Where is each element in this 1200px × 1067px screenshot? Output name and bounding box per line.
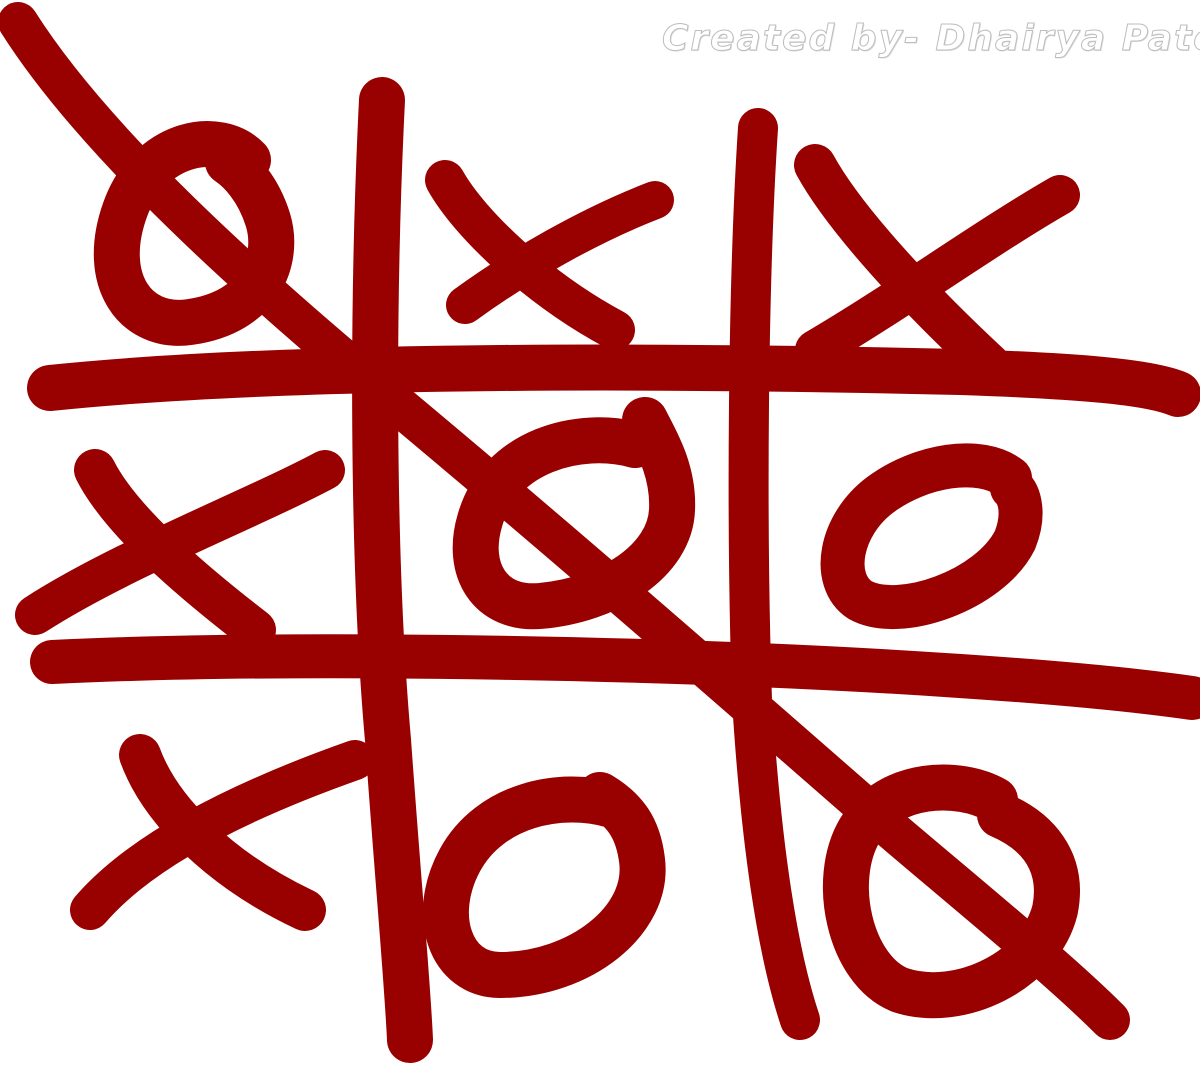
o-mark: [93, 121, 295, 346]
grid-line-horizontal-bottom: [30, 634, 1200, 720]
winning-line-diagonal: [0, 2, 1130, 1040]
o-mark: [820, 443, 1043, 630]
grid-line-vertical-left: [352, 77, 433, 1063]
o-mark: [822, 764, 1080, 1019]
x-mark-stroke-1: [794, 144, 1011, 386]
x-mark-stroke-2: [795, 175, 1080, 370]
cell-2-3-mark-o[interactable]: [820, 443, 1043, 630]
cell-3-3-mark-o[interactable]: [822, 764, 1080, 1019]
o-mark: [452, 397, 696, 630]
cell-1-2-mark-x[interactable]: [425, 160, 674, 350]
cell-3-2-mark-o[interactable]: [423, 772, 666, 998]
o-mark: [423, 772, 666, 998]
x-mark-stroke-2: [15, 450, 345, 635]
cell-2-1-mark-x[interactable]: [15, 449, 345, 651]
credit-watermark: Created by- Dhairya Patel: [661, 18, 1200, 60]
board-marks: [15, 121, 1080, 1019]
x-mark-stroke-2: [70, 740, 375, 930]
grid-line-horizontal-top: [27, 344, 1200, 417]
cell-3-1-mark-x[interactable]: [70, 734, 375, 931]
grid-line-vertical-right: [728, 108, 820, 1040]
cell-1-3-mark-x[interactable]: [794, 144, 1080, 386]
cell-2-2-mark-o[interactable]: [452, 397, 696, 630]
x-mark-stroke-2: [446, 181, 674, 324]
cell-1-1-mark-o[interactable]: [93, 121, 295, 346]
board-grid: [27, 77, 1200, 1063]
